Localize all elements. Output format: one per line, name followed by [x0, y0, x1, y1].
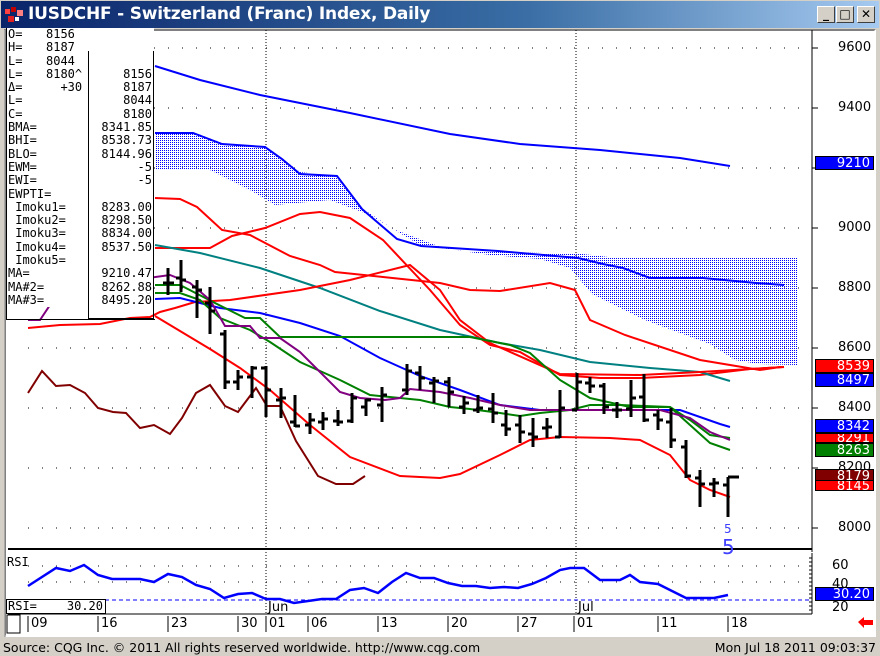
info-row: BMA= 8341.85	[8, 120, 152, 135]
elliott-wave-label-small: 5	[724, 522, 732, 536]
imoku-price-tag: 8291	[815, 433, 874, 443]
price-tick: 8600	[838, 340, 872, 355]
bma-price-tag: 8342	[815, 419, 874, 434]
info-row: L= 8044	[8, 53, 75, 68]
date-label: 20	[451, 616, 468, 631]
readout-outline	[6, 28, 155, 320]
date-label: 06	[311, 616, 328, 631]
rsi-tick: 60	[832, 558, 849, 573]
maximize-button[interactable]: □	[836, 6, 854, 23]
date-label: 01	[577, 616, 594, 631]
info-row: H= 8187	[8, 40, 75, 55]
ma2-price-tag: 8263	[815, 443, 874, 458]
info-row: C= 8180	[8, 106, 152, 121]
info-row: BLO= 8144.96	[8, 146, 152, 161]
price-tick: 8800	[838, 280, 872, 295]
timestamp: Mon Jul 18 2011 09:03:37	[714, 640, 876, 655]
info-row: L= 8180^ 8156	[8, 66, 152, 81]
date-label: 01	[269, 616, 286, 631]
readout-border	[88, 51, 154, 319]
date-label: 23	[171, 616, 188, 631]
price-tick: 9400	[838, 100, 872, 115]
close-button[interactable]: ✕	[857, 6, 875, 23]
info-row: Δ= +30 8187	[8, 80, 152, 95]
info-row: EWI= -5	[8, 173, 152, 188]
info-row: MA#2= 8262.88	[8, 279, 152, 294]
info-row: Imoku1= 8283.00	[8, 199, 152, 214]
date-label: 30	[241, 616, 258, 631]
date-label: 18	[731, 616, 748, 631]
elliott-wave-label-large: 5	[722, 535, 735, 559]
price-tick: 9600	[838, 40, 872, 55]
info-row: O= 8156	[8, 27, 75, 41]
blo-price-tag: 8145	[815, 480, 874, 491]
info-row: Imoku4= 8537.50	[8, 239, 152, 254]
price-tick: 8000	[838, 520, 872, 535]
window-title: IUSDCHF - Switzerland (Franc) Index, Dai…	[28, 4, 431, 24]
info-row: EWPTI=	[8, 186, 52, 201]
ma3-price-tag: 8497	[815, 373, 874, 388]
ma-price-tag: 9210	[815, 156, 874, 171]
source-credit: Source: CQG Inc. © 2011 All rights reser…	[3, 640, 481, 655]
data-readout-panel: O= 8156 H= 8187 L= 8044 L= 8180^ 8156 Δ= +30 8…	[6, 27, 154, 308]
bhi-price-tag: 8539	[815, 359, 874, 374]
info-row: Imoku3= 8834.00	[8, 226, 152, 241]
info-row: EWM= -5	[8, 159, 152, 174]
rsi-pane-title: RSI	[7, 555, 29, 569]
info-row: MA= 9210.47	[8, 266, 152, 281]
month-label-jun: Jun	[268, 600, 289, 615]
info-row: L= 8044	[8, 93, 152, 108]
info-row: Imoku5=	[8, 253, 66, 268]
info-row: MA#3= 8495.20	[8, 292, 152, 307]
info-row: Imoku2= 8298.50	[8, 213, 152, 228]
rsi-value-tag: 30.20	[815, 587, 874, 602]
app-icon	[5, 7, 23, 22]
date-label: 09	[31, 616, 48, 631]
date-label: 27	[521, 616, 538, 631]
price-tick: 8400	[838, 400, 872, 415]
rsi-tick: 20	[832, 600, 849, 615]
price-tick: 9000	[838, 220, 872, 235]
minimize-button[interactable]: _	[817, 6, 835, 23]
month-label-jul: Jul	[578, 600, 594, 615]
grid	[28, 47, 812, 583]
price-bars	[163, 260, 739, 517]
scroll-right-arrow-icon[interactable]	[858, 617, 873, 628]
date-label: 16	[101, 616, 118, 631]
date-label: 13	[381, 616, 398, 631]
title-bar: IUSDCHF - Switzerland (Franc) Index, Dai…	[0, 0, 880, 29]
rsi-readout: RSI= 30.20	[6, 599, 106, 614]
date-label: 11	[661, 616, 678, 631]
info-row: BHI= 8538.73	[8, 133, 152, 148]
